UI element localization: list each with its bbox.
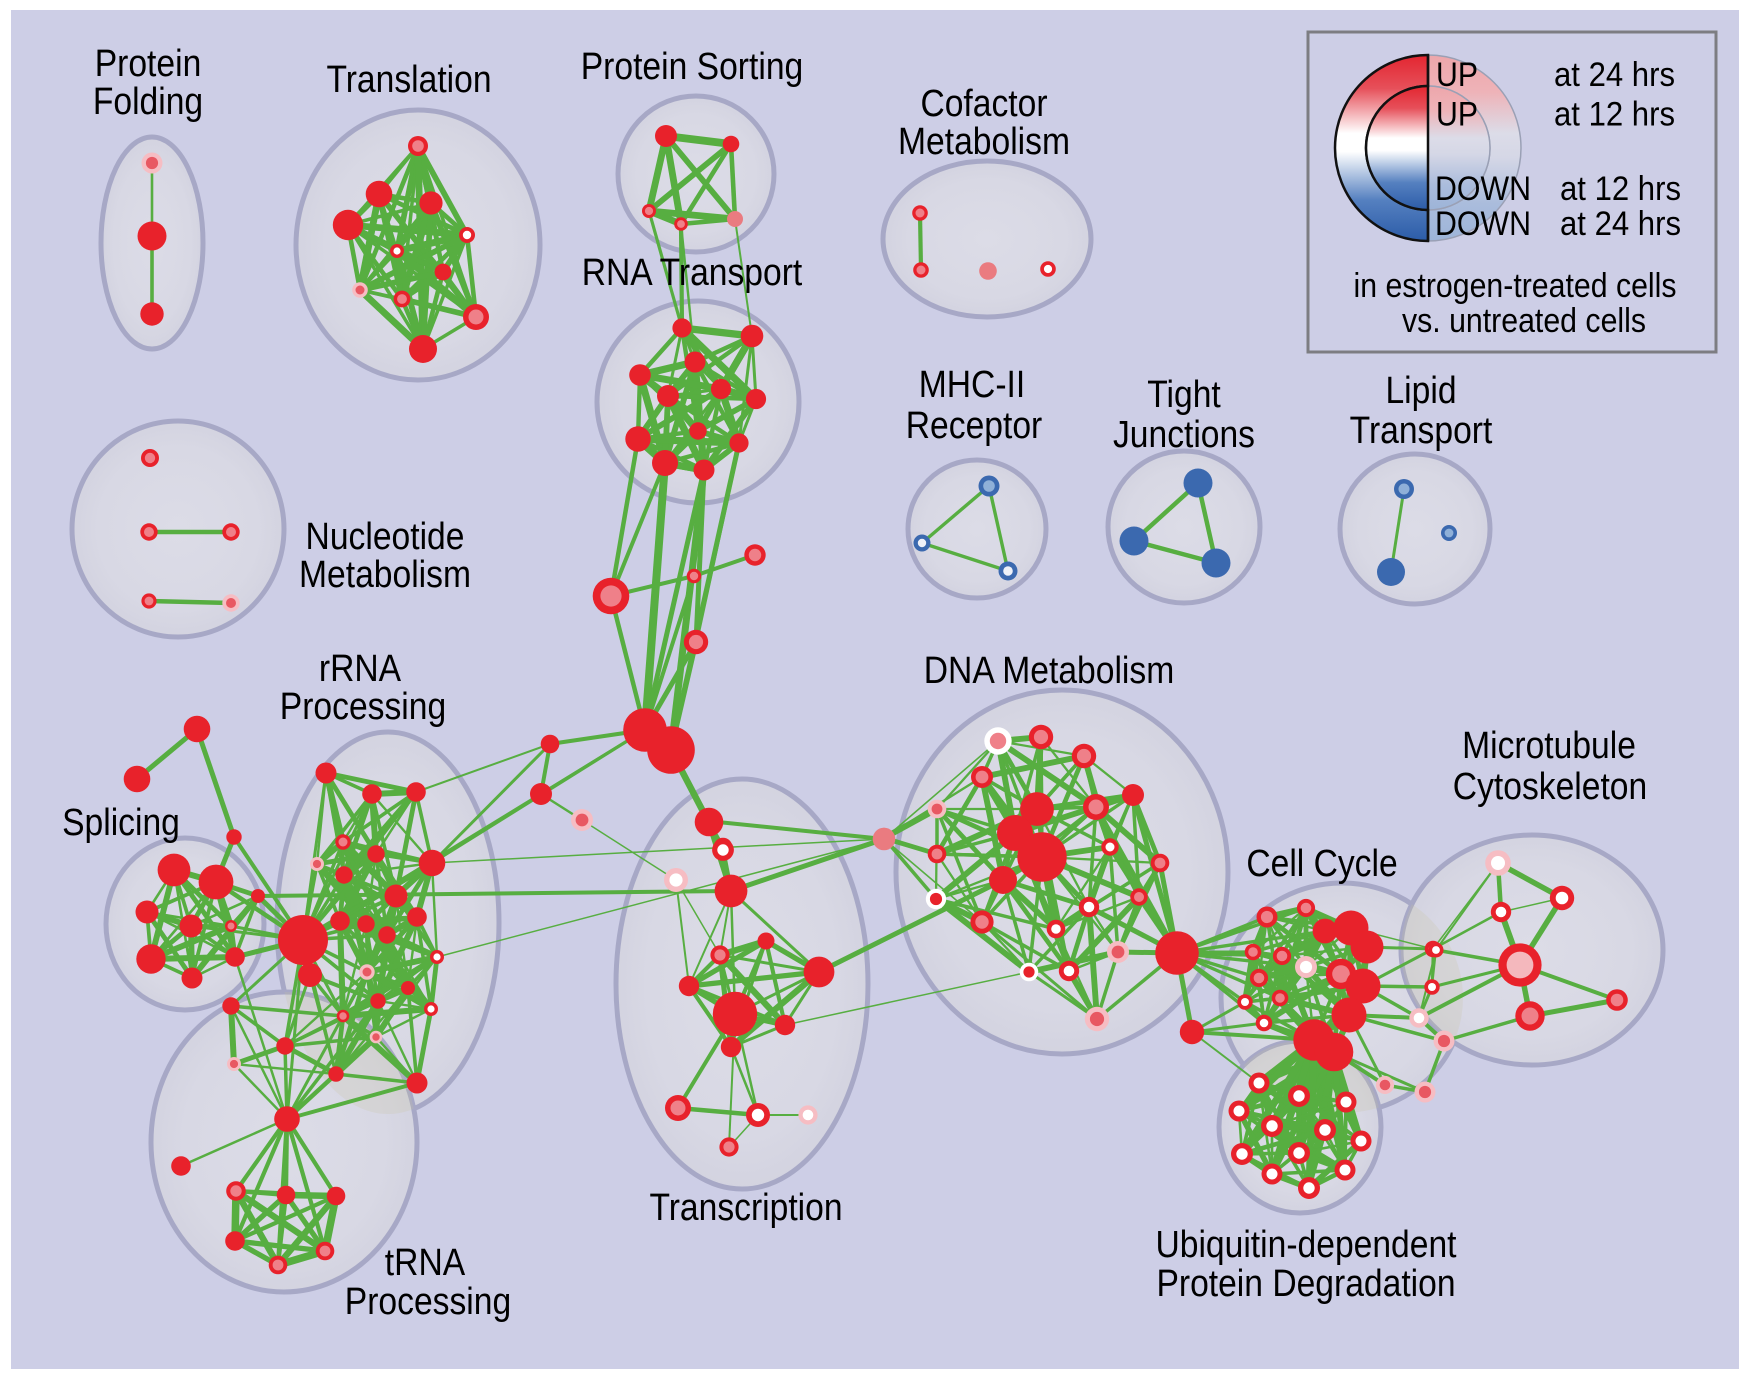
svg-text:Cell Cycle: Cell Cycle (1246, 843, 1397, 885)
svg-text:DOWN: DOWN (1435, 205, 1531, 243)
svg-text:UP: UP (1436, 96, 1478, 134)
svg-text:tRNA: tRNA (385, 1242, 466, 1284)
svg-text:Protein: Protein (95, 43, 202, 85)
svg-text:Ubiquitin-dependent: Ubiquitin-dependent (1155, 1224, 1456, 1266)
svg-text:Lipid: Lipid (1385, 370, 1456, 412)
svg-text:Cytoskeleton: Cytoskeleton (1453, 766, 1647, 808)
svg-text:Protein Sorting: Protein Sorting (581, 46, 804, 88)
svg-text:Processing: Processing (280, 686, 446, 728)
svg-text:Transcription: Transcription (649, 1187, 842, 1229)
svg-text:MHC-II: MHC-II (919, 364, 1026, 406)
svg-text:in estrogen-treated cells: in estrogen-treated cells (1354, 267, 1677, 305)
svg-text:at 24 hrs: at 24 hrs (1554, 56, 1675, 94)
svg-text:Junctions: Junctions (1113, 414, 1255, 456)
svg-text:Tight: Tight (1147, 374, 1221, 416)
svg-text:at 24 hrs: at 24 hrs (1560, 205, 1681, 243)
svg-text:at 12 hrs: at 12 hrs (1554, 96, 1675, 134)
svg-text:UP: UP (1436, 56, 1478, 94)
svg-text:at 12 hrs: at 12 hrs (1560, 170, 1681, 208)
svg-text:rRNA: rRNA (319, 648, 402, 690)
svg-text:Cofactor: Cofactor (920, 83, 1047, 125)
svg-text:Protein Degradation: Protein Degradation (1156, 1263, 1455, 1305)
svg-text:Transport: Transport (1350, 410, 1493, 452)
svg-text:Metabolism: Metabolism (898, 121, 1070, 163)
svg-text:Metabolism: Metabolism (299, 554, 471, 596)
svg-text:Translation: Translation (326, 59, 491, 101)
svg-text:Folding: Folding (93, 81, 203, 123)
svg-text:DNA Metabolism: DNA Metabolism (924, 650, 1175, 692)
svg-text:DOWN: DOWN (1435, 170, 1531, 208)
svg-text:Microtubule: Microtubule (1462, 725, 1636, 767)
svg-text:Processing: Processing (345, 1281, 511, 1323)
svg-text:RNA Transport: RNA Transport (582, 252, 803, 294)
svg-text:Receptor: Receptor (906, 405, 1043, 447)
svg-text:vs. untreated cells: vs. untreated cells (1402, 302, 1646, 340)
svg-text:Splicing: Splicing (62, 802, 180, 844)
svg-text:Nucleotide: Nucleotide (306, 516, 465, 558)
